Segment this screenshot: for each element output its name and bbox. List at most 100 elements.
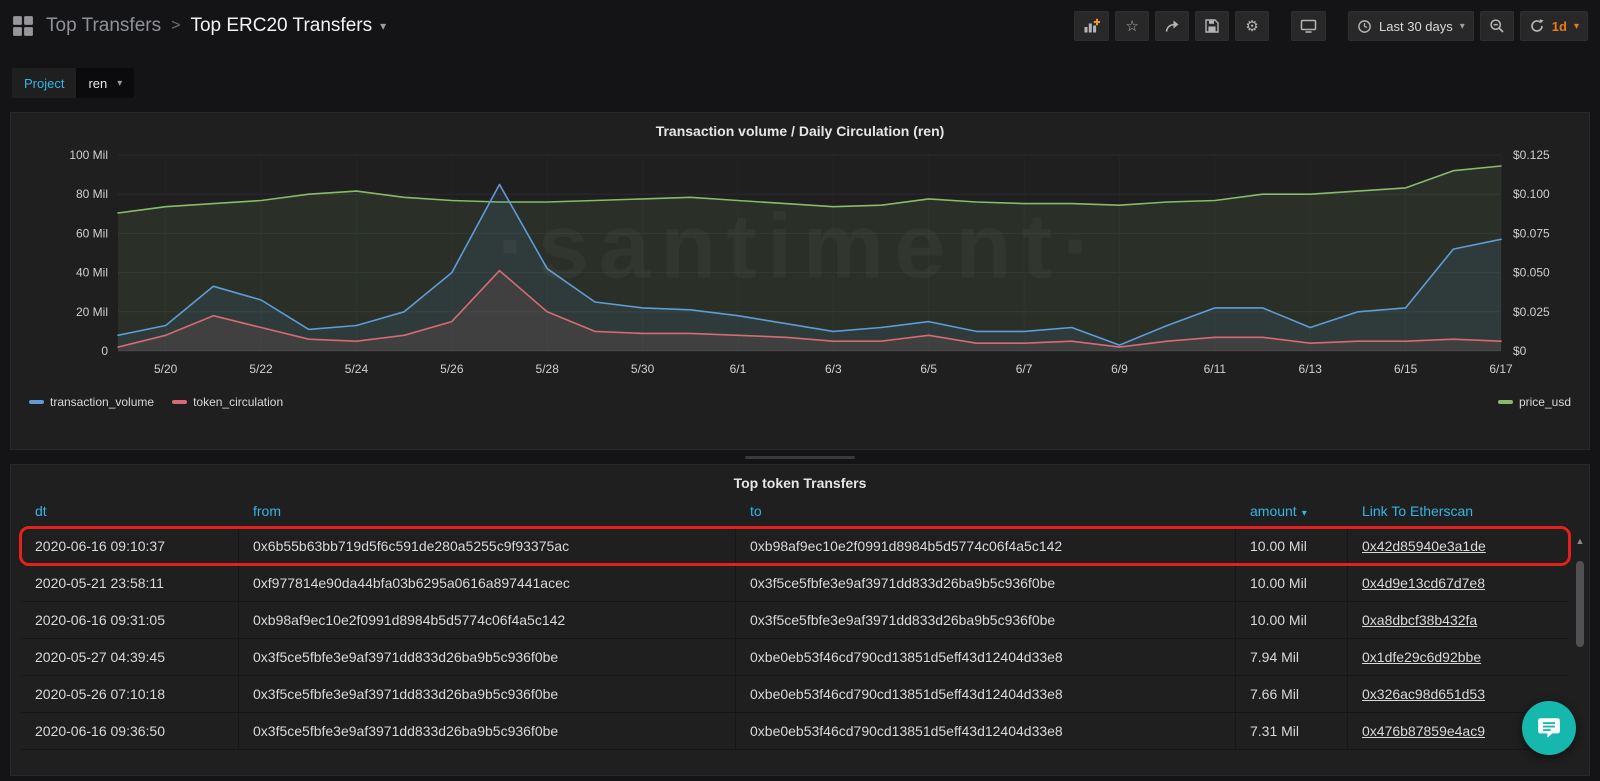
refresh-icon bbox=[1530, 19, 1544, 32]
cell-dt: 2020-06-16 09:10:37 bbox=[21, 528, 239, 565]
add-panel-button[interactable] bbox=[1074, 11, 1110, 41]
chat-bubble-icon bbox=[1538, 718, 1560, 738]
svg-text:5/28: 5/28 bbox=[536, 362, 560, 376]
table-row: 2020-05-27 04:39:45 0x3f5ce5fbfe3e9af3971… bbox=[21, 639, 1569, 676]
scrollbar-thumb[interactable] bbox=[1576, 561, 1584, 647]
cell-amount: 10.00 Mil bbox=[1236, 602, 1348, 639]
column-header-from[interactable]: from bbox=[239, 495, 736, 528]
svg-text:5/20: 5/20 bbox=[154, 362, 178, 376]
svg-text:6/7: 6/7 bbox=[1016, 362, 1033, 376]
chart-legend-left: transaction_volume token_circulation bbox=[29, 395, 283, 409]
svg-text:100 Mil: 100 Mil bbox=[69, 148, 108, 162]
column-header-amount[interactable]: amount ▾ bbox=[1236, 495, 1348, 528]
breadcrumb-dashboard[interactable]: Top ERC20 Transfers bbox=[190, 15, 373, 36]
legend-swatch bbox=[172, 400, 188, 404]
variable-value-dropdown[interactable]: ren ▾ bbox=[76, 68, 135, 98]
svg-text:6/13: 6/13 bbox=[1299, 362, 1323, 376]
cell-dt: 2020-06-16 09:31:05 bbox=[21, 602, 239, 639]
etherscan-link[interactable]: 0x42d85940e3a1de bbox=[1362, 538, 1486, 554]
legend-swatch bbox=[29, 400, 44, 404]
cell-dt: 2020-06-16 09:36:50 bbox=[21, 713, 239, 750]
cell-dt: 2020-05-26 07:10:18 bbox=[21, 676, 239, 713]
chevron-down-icon: ▾ bbox=[1459, 20, 1465, 32]
time-range-picker[interactable]: Last 30 days ▾ bbox=[1348, 11, 1474, 41]
tv-icon bbox=[1300, 19, 1317, 33]
chevron-down-icon[interactable]: ▾ bbox=[1573, 20, 1579, 32]
cell-amount: 10.00 Mil bbox=[1236, 565, 1348, 602]
cell-amount: 7.94 Mil bbox=[1236, 639, 1348, 676]
svg-text:6/9: 6/9 bbox=[1111, 362, 1128, 376]
variable-selected-value: ren bbox=[88, 75, 108, 91]
cell-from: 0xb98af9ec10e2f0991d8984b5d5774c06f4a5c1… bbox=[239, 602, 736, 639]
dashboard-settings-button[interactable]: ⚙ bbox=[1235, 11, 1270, 41]
chart-panel-title[interactable]: Transaction volume / Daily Circulation (… bbox=[655, 123, 945, 139]
etherscan-link[interactable]: 0x1dfe29c6d92bbe bbox=[1362, 649, 1482, 665]
table-panel: Top token Transfers dt from to amount ▾ Link … bbox=[10, 464, 1590, 776]
cell-link: 0x476b87859e4ac9 bbox=[1348, 713, 1569, 750]
svg-text:20 Mil: 20 Mil bbox=[76, 305, 108, 319]
cell-link: 0xa8dbcf38b432fa bbox=[1348, 602, 1569, 639]
cell-from: 0x3f5ce5fbfe3e9af3971dd833d26ba9b5c936f0… bbox=[239, 639, 736, 676]
column-header-link-to-etherscan[interactable]: Link To Etherscan bbox=[1348, 495, 1569, 528]
svg-text:6/1: 6/1 bbox=[730, 362, 747, 376]
column-header-dt[interactable]: dt bbox=[21, 495, 239, 528]
etherscan-link[interactable]: 0x4d9e13cd67d7e8 bbox=[1362, 575, 1486, 591]
breadcrumb: Top Transfers > Top ERC20 Transfers ▾ bbox=[46, 15, 386, 37]
panel-resize-handle[interactable] bbox=[745, 455, 855, 459]
refresh-interval-value[interactable]: 1d bbox=[1551, 18, 1567, 34]
cycle-view-button[interactable] bbox=[1291, 11, 1327, 41]
table-scrollbar[interactable]: ▲ bbox=[1574, 535, 1586, 771]
svg-text:40 Mil: 40 Mil bbox=[76, 266, 108, 280]
cell-from: 0x6b55b63bb719d5f6c591de280a5255c9f93375… bbox=[239, 528, 736, 565]
cell-amount: 10.00 Mil bbox=[1236, 528, 1348, 565]
cell-to: 0xb98af9ec10e2f0991d8984b5d5774c06f4a5c1… bbox=[736, 528, 1236, 565]
chart-legend: transaction_volume token_circulation pric… bbox=[23, 393, 1577, 409]
svg-text:$0.100: $0.100 bbox=[1513, 187, 1550, 201]
cell-link: 0x42d85940e3a1de bbox=[1348, 528, 1569, 565]
legend-item-price_usd[interactable]: price_usd bbox=[1497, 395, 1571, 409]
navbar: Top Transfers > Top ERC20 Transfers ▾ ☆ bbox=[0, 0, 1600, 52]
share-dashboard-button[interactable] bbox=[1155, 11, 1190, 41]
star-dashboard-button[interactable]: ☆ bbox=[1115, 11, 1150, 41]
cell-dt: 2020-05-21 23:58:11 bbox=[21, 565, 239, 602]
save-dashboard-button[interactable] bbox=[1195, 11, 1230, 41]
legend-label: transaction_volume bbox=[50, 395, 155, 409]
zoom-out-time-button[interactable] bbox=[1479, 11, 1514, 41]
sort-desc-icon: ▾ bbox=[1301, 508, 1307, 519]
legend-swatch bbox=[1497, 400, 1513, 404]
etherscan-link[interactable]: 0x476b87859e4ac9 bbox=[1362, 723, 1486, 739]
svg-text:$0.075: $0.075 bbox=[1513, 226, 1550, 240]
chevron-down-icon: ▾ bbox=[117, 77, 123, 89]
svg-text:5/24: 5/24 bbox=[345, 362, 369, 376]
table-row: 2020-06-16 09:31:05 0xb98af9ec10e2f0991d8… bbox=[21, 602, 1569, 639]
legend-label: token_circulation bbox=[193, 395, 284, 409]
svg-text:6/17: 6/17 bbox=[1489, 362, 1513, 376]
chevron-down-icon[interactable]: ▾ bbox=[380, 19, 387, 33]
breadcrumb-folder[interactable]: Top Transfers bbox=[46, 15, 162, 36]
cell-from: 0x3f5ce5fbfe3e9af3971dd833d26ba9b5c936f0… bbox=[239, 676, 736, 713]
svg-text:$0: $0 bbox=[1513, 344, 1527, 358]
cell-to: 0x3f5ce5fbfe3e9af3971dd833d26ba9b5c936f0… bbox=[736, 602, 1236, 639]
legend-label: price_usd bbox=[1518, 395, 1571, 409]
cell-link: 0x4d9e13cd67d7e8 bbox=[1348, 565, 1569, 602]
etherscan-link[interactable]: 0x326ac98d651d53 bbox=[1362, 686, 1486, 702]
legend-item-token_circulation[interactable]: token_circulation bbox=[172, 395, 283, 409]
cell-to: 0x3f5ce5fbfe3e9af3971dd833d26ba9b5c936f0… bbox=[736, 565, 1236, 602]
app-logo-icon[interactable] bbox=[12, 15, 34, 37]
cell-amount: 7.31 Mil bbox=[1236, 713, 1348, 750]
svg-text:5/22: 5/22 bbox=[249, 362, 273, 376]
refresh-picker[interactable]: 1d ▾ bbox=[1519, 11, 1588, 41]
svg-text:$0.050: $0.050 bbox=[1513, 266, 1550, 280]
scroll-up-arrow-icon[interactable]: ▲ bbox=[1575, 536, 1585, 546]
gear-icon: ⚙ bbox=[1245, 17, 1259, 35]
cell-from: 0xf977814e90da44bfa03b6295a0616a897441ac… bbox=[239, 565, 736, 602]
svg-text:6/11: 6/11 bbox=[1204, 362, 1227, 376]
etherscan-link[interactable]: 0xa8dbcf38b432fa bbox=[1362, 612, 1478, 628]
legend-item-transaction_volume[interactable]: transaction_volume bbox=[29, 395, 154, 409]
chat-launcher-button[interactable] bbox=[1522, 701, 1576, 755]
chart-canvas[interactable]: 0 $0 20 Mil $0.025 40 Mil $0.050 60 Mil $0.075 8… bbox=[23, 141, 1577, 393]
cell-link: 0x1dfe29c6d92bbe bbox=[1348, 639, 1569, 676]
table-panel-title[interactable]: Top token Transfers bbox=[733, 475, 867, 491]
column-header-to[interactable]: to bbox=[736, 495, 1236, 528]
